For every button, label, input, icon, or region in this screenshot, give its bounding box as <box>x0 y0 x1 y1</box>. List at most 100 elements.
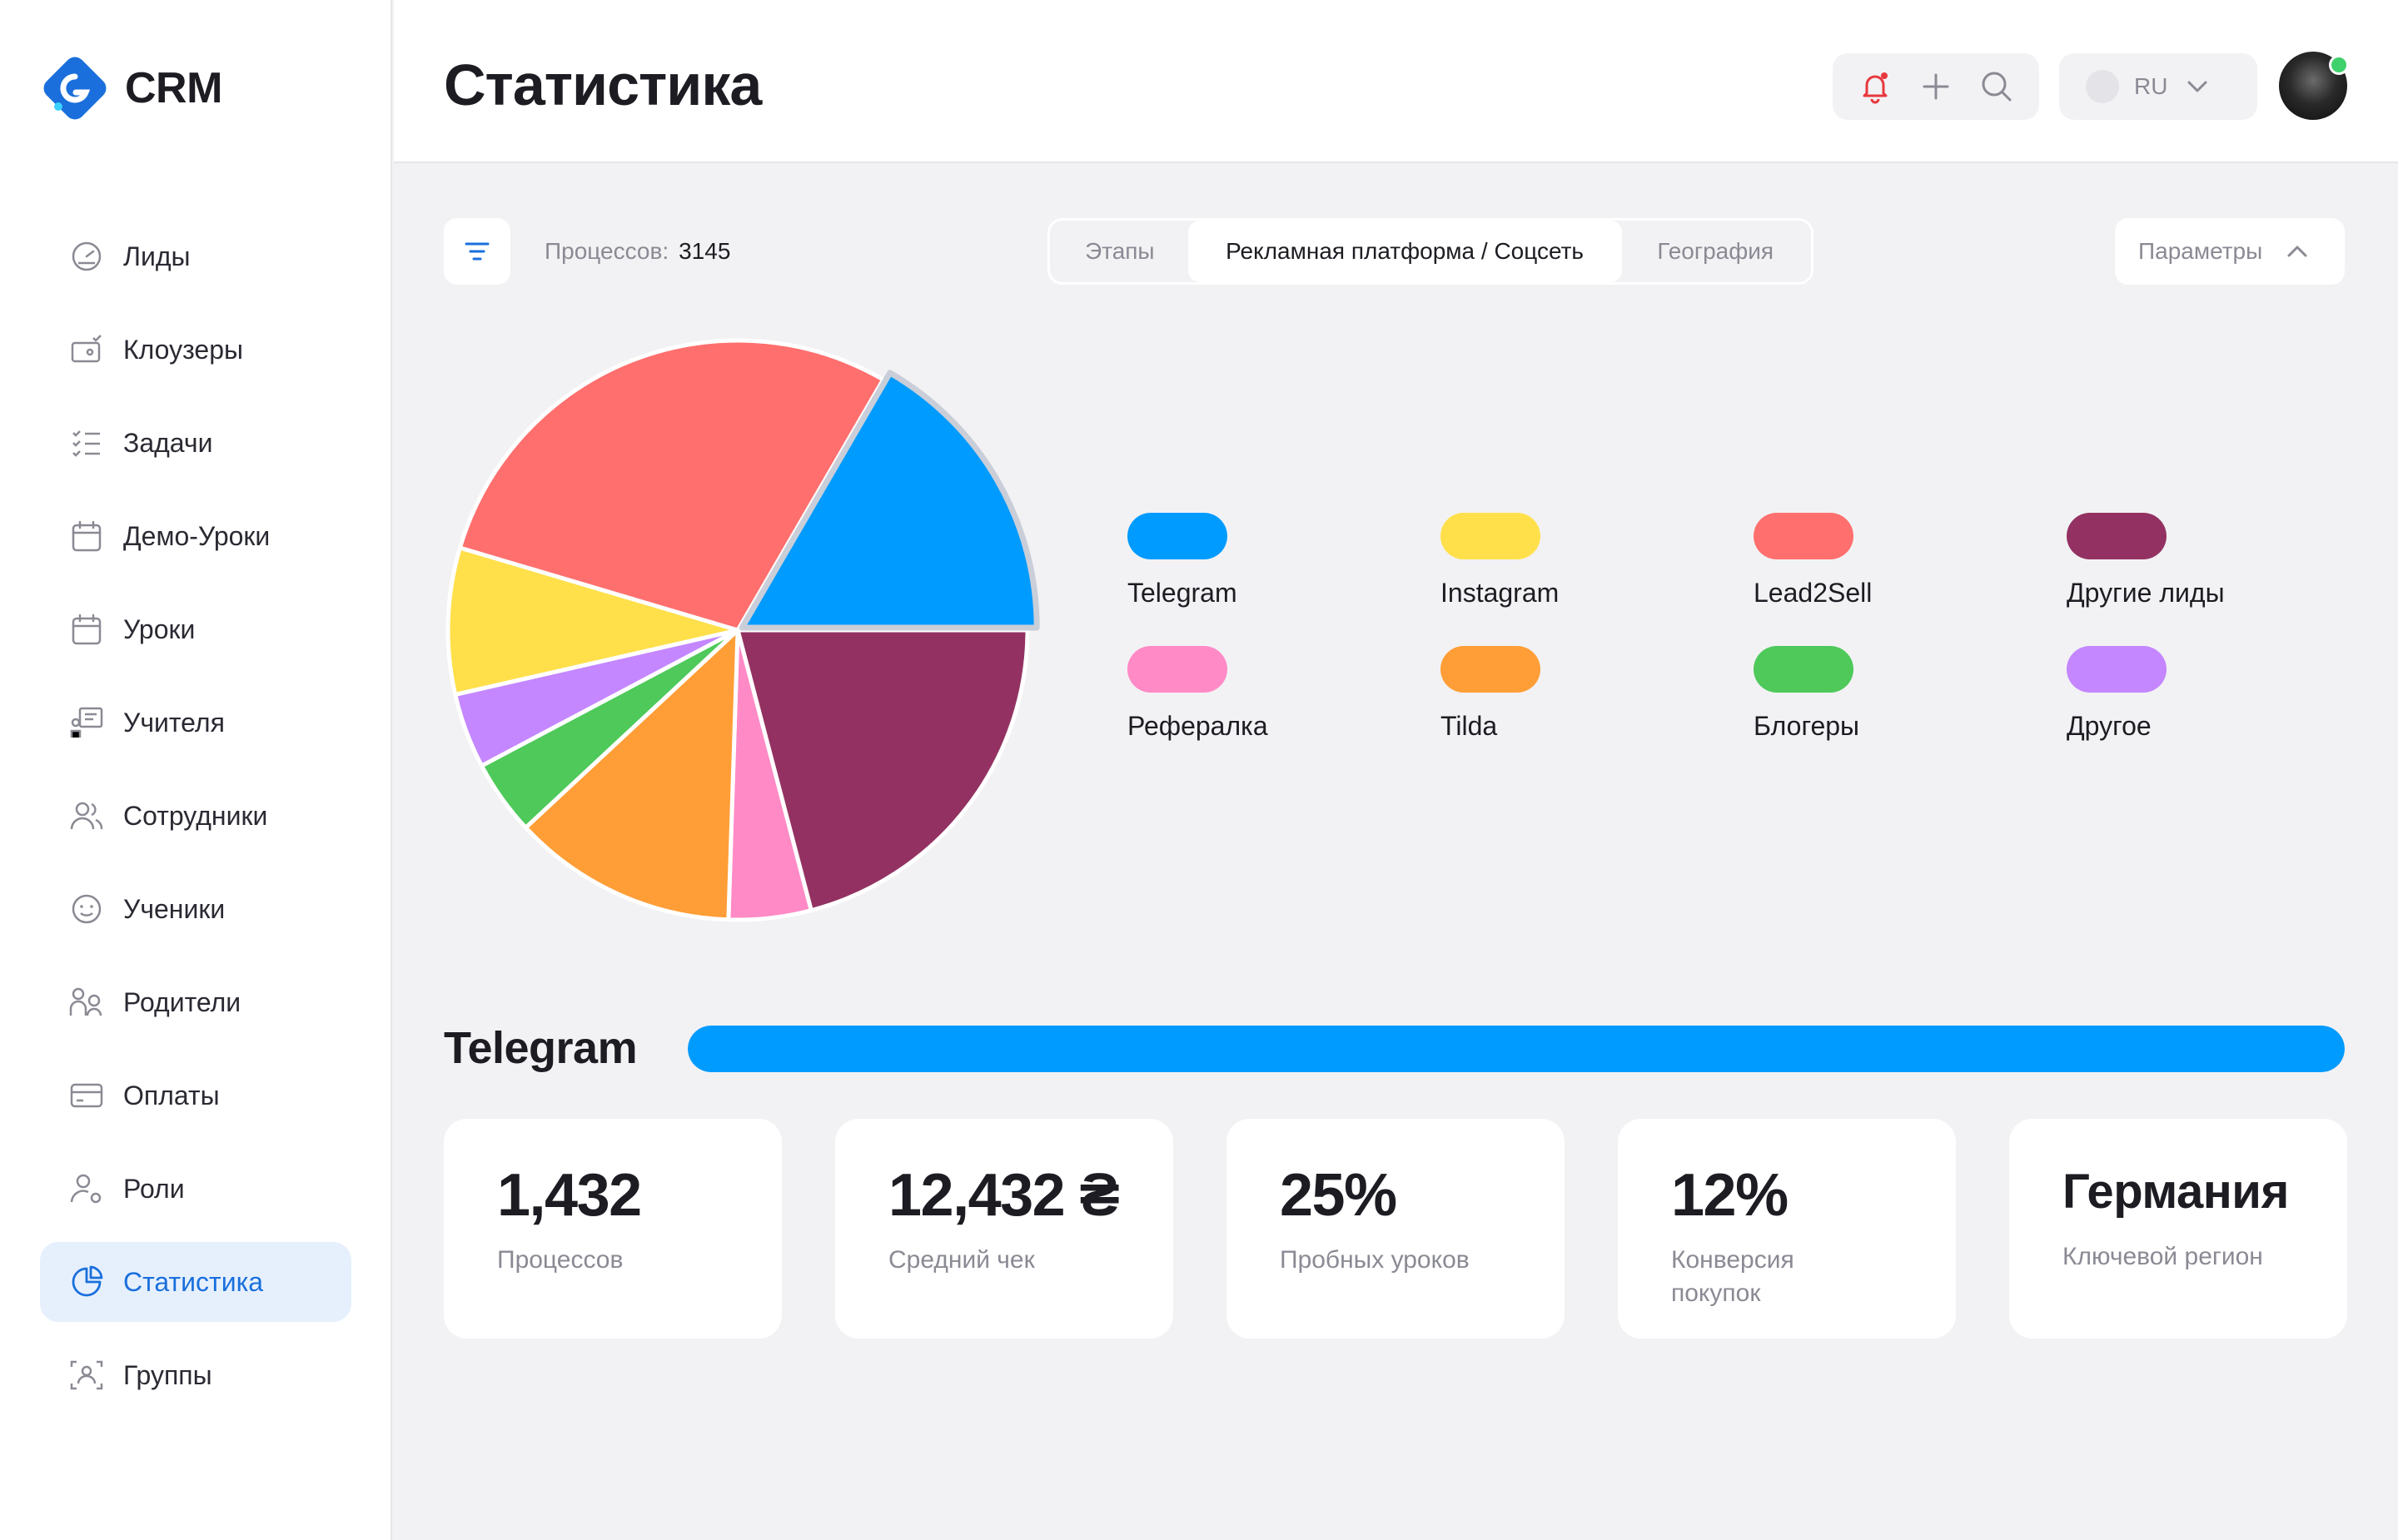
legend-label: Tilda <box>1440 711 1498 741</box>
sidebar-item-label: Роли <box>123 1173 185 1204</box>
sidebar-item-closers[interactable]: Клоузеры <box>40 310 351 390</box>
sidebar-item-students[interactable]: Ученики <box>40 869 351 949</box>
language-select[interactable]: RU <box>2059 53 2257 120</box>
sidebar-item-tasks[interactable]: Задачи <box>40 403 351 483</box>
legend-swatch <box>1754 513 1853 559</box>
language-code: RU <box>2134 73 2168 99</box>
kpi-card: 12,432 ₴ Средний чек <box>835 1119 1173 1339</box>
pie-slice-lead2sell[interactable] <box>457 338 886 633</box>
page-title: Статистика <box>444 52 762 117</box>
legend-swatch <box>1440 513 1540 559</box>
sidebar-item-statistics[interactable]: Статистика <box>40 1242 351 1322</box>
sidebar-item-parents[interactable]: Родители <box>40 962 351 1042</box>
selected-series-bar-fill <box>688 1026 2345 1072</box>
wallet-check-icon <box>68 331 105 368</box>
parents-icon <box>68 984 105 1021</box>
kpi-value: 12,432 ₴ <box>888 1162 1120 1229</box>
legend-swatch <box>1127 513 1227 559</box>
legend-item[interactable]: Блогеры <box>1754 646 2070 742</box>
kpi-label: Средний чек <box>888 1246 1035 1274</box>
legend-item[interactable]: Lead2Sell <box>1754 513 2070 609</box>
logo-text: CRM <box>125 64 222 112</box>
sidebar-item-groups[interactable]: Группы <box>40 1335 351 1415</box>
legend-label: Telegram <box>1127 578 1237 608</box>
pie-slice-instagram[interactable] <box>445 545 740 697</box>
sidebar-item-label: Родители <box>123 986 241 1017</box>
sidebar-item-label: Статистика <box>123 1266 264 1297</box>
kpi-value: Германия <box>2062 1165 2289 1219</box>
calendar-icon <box>68 518 105 554</box>
header-actions <box>1833 53 2039 120</box>
sidebar-item-lessons[interactable]: Уроки <box>40 589 351 669</box>
legend-label: Блогеры <box>1754 711 1860 741</box>
logo-icon <box>38 52 112 125</box>
leads-gauge-icon <box>68 238 105 275</box>
legend-label: Lead2Sell <box>1754 578 1873 608</box>
search-button[interactable] <box>1973 63 2020 110</box>
sidebar-item-label: Задачи <box>123 427 213 458</box>
teacher-board-icon <box>68 704 105 741</box>
tab-stages[interactable]: Этапы <box>1085 238 1155 264</box>
sidebar-item-demo-lessons[interactable]: Демо-Уроки <box>40 496 351 576</box>
processes-value: 3145 <box>679 238 731 264</box>
stats-tabs: Этапы Рекламная платформа / Соцсеть Геог… <box>1047 218 1813 285</box>
sidebar-item-payments[interactable]: Оплаты <box>40 1056 351 1135</box>
kpi-value: 25% <box>1280 1162 1397 1229</box>
sidebar-item-roles[interactable]: Роли <box>40 1149 351 1229</box>
pie-chart-icon <box>68 1264 105 1300</box>
filter-icon <box>465 242 490 261</box>
legend-label: Рефералка <box>1127 711 1268 741</box>
legend-swatch <box>2067 646 2167 693</box>
legend-label: Другое <box>2067 711 2152 741</box>
legend-item[interactable]: Другие лиды <box>2067 513 2383 609</box>
chevron-down-icon <box>2187 81 2207 92</box>
header: Статистика RU <box>394 0 2398 163</box>
parameters-button[interactable]: Параметры <box>2115 218 2345 285</box>
legend-swatch <box>1440 646 1540 693</box>
legend-item[interactable]: Рефералка <box>1127 646 1444 742</box>
flag-icon <box>2086 70 2119 103</box>
kpi-card: Германия Ключевой регион <box>2009 1119 2347 1339</box>
pie-slice-tilda[interactable] <box>523 628 740 922</box>
calendar-icon <box>68 611 105 648</box>
sidebar-item-label: Оплаты <box>123 1080 220 1110</box>
notifications-button[interactable] <box>1852 63 1898 110</box>
processes-count: Процессов: 3145 <box>545 238 730 265</box>
pie-slice-другие-лиды[interactable] <box>735 628 1030 913</box>
users-icon <box>68 797 105 834</box>
sidebar-item-label: Ученики <box>123 893 226 924</box>
search-icon <box>1982 72 2012 102</box>
sidebar-item-label: Группы <box>123 1359 212 1390</box>
tab-geography[interactable]: География <box>1657 238 1774 264</box>
sidebar-item-leads[interactable]: Лиды <box>40 216 351 296</box>
chevron-up-icon <box>2287 246 2307 257</box>
filter-button[interactable] <box>444 218 510 285</box>
legend-label: Instagram <box>1440 578 1560 608</box>
kpi-label: Процессов <box>497 1246 624 1274</box>
sidebar: CRM Лиды Клоузеры Задачи Демо-Уроки Уроки Учи… <box>0 0 392 1540</box>
pie-chart <box>445 338 1040 922</box>
sidebar-item-employees[interactable]: Сотрудники <box>40 776 351 856</box>
sidebar-item-label: Лиды <box>123 241 191 271</box>
kpi-label: Ключевой регион <box>2062 1243 2263 1270</box>
add-button[interactable] <box>1913 63 1959 110</box>
legend-item[interactable]: Telegram <box>1127 513 1444 609</box>
online-status-indicator <box>2329 55 2349 75</box>
user-avatar[interactable] <box>2279 52 2349 120</box>
parameters-label: Параметры <box>2138 238 2263 264</box>
legend-item[interactable]: Instagram <box>1440 513 1757 609</box>
sidebar-item-label: Учителя <box>123 707 225 738</box>
sidebar-item-teachers[interactable]: Учителя <box>40 683 351 763</box>
legend-swatch <box>2067 513 2167 559</box>
kpi-card: 25% Пробных уроков <box>1226 1119 1565 1339</box>
tab-ad-platform[interactable]: Рекламная платформа / Соцсеть <box>1187 221 1622 282</box>
kpi-label: Конверсия покупок <box>1671 1246 1794 1307</box>
credit-card-icon <box>68 1077 105 1114</box>
legend-swatch <box>1754 646 1853 693</box>
group-scan-icon <box>68 1357 105 1393</box>
pie-slice-telegram[interactable] <box>739 370 1040 631</box>
legend-item[interactable]: Другое <box>2067 646 2383 742</box>
sidebar-item-label: Сотрудники <box>123 800 268 831</box>
app-logo[interactable]: CRM <box>38 52 222 125</box>
legend-item[interactable]: Tilda <box>1440 646 1757 742</box>
